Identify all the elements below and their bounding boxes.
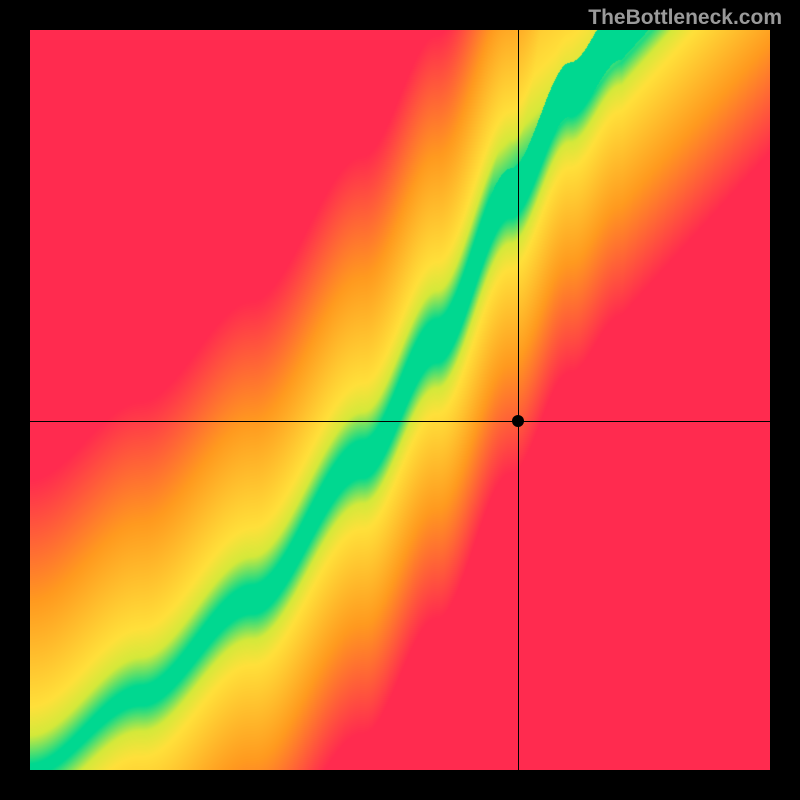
crosshair-horizontal [30, 421, 770, 422]
heatmap-canvas [30, 30, 770, 770]
crosshair-vertical [518, 30, 519, 770]
bottleneck-heatmap [30, 30, 770, 770]
crosshair-marker [512, 415, 524, 427]
watermark-text: TheBottleneck.com [588, 6, 782, 30]
